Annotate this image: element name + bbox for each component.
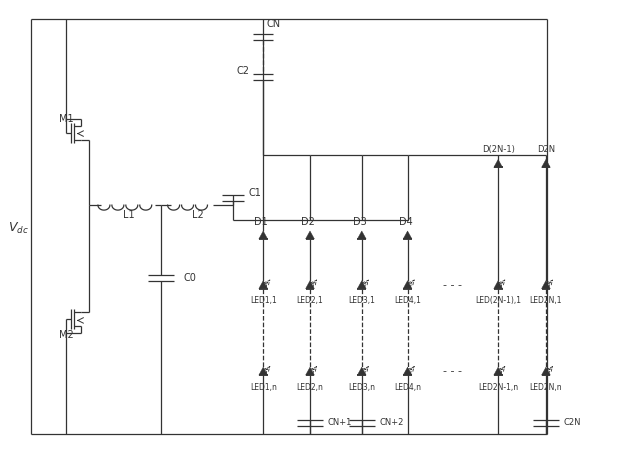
Polygon shape <box>494 281 503 288</box>
Text: D(2N-1): D(2N-1) <box>482 145 515 154</box>
Text: $V_{dc}$: $V_{dc}$ <box>8 220 29 236</box>
Text: CN: CN <box>266 19 280 29</box>
Polygon shape <box>494 367 503 375</box>
Text: L2: L2 <box>192 210 203 220</box>
Text: LED2N,1: LED2N,1 <box>529 296 562 305</box>
Text: LED2N,n: LED2N,n <box>529 383 562 391</box>
Text: D1: D1 <box>254 217 268 227</box>
Text: D2N: D2N <box>537 145 555 154</box>
Text: LED1,1: LED1,1 <box>250 296 277 305</box>
Text: LED(2N-1),1: LED(2N-1),1 <box>475 296 521 305</box>
Text: LED3,n: LED3,n <box>348 383 375 391</box>
Polygon shape <box>357 231 366 239</box>
Polygon shape <box>403 231 412 239</box>
Text: C1: C1 <box>248 188 261 198</box>
Text: LED4,1: LED4,1 <box>394 296 421 305</box>
Polygon shape <box>403 281 412 288</box>
Text: C0: C0 <box>184 273 197 283</box>
Text: - - -: - - - <box>443 366 462 376</box>
Text: LED4,n: LED4,n <box>394 383 421 391</box>
Polygon shape <box>259 367 268 375</box>
Polygon shape <box>357 281 366 288</box>
Text: C2N: C2N <box>564 418 582 427</box>
Polygon shape <box>541 159 551 167</box>
Text: D3: D3 <box>353 217 366 227</box>
Polygon shape <box>357 367 366 375</box>
Polygon shape <box>541 367 551 375</box>
Text: - - -: - - - <box>443 280 462 290</box>
Polygon shape <box>403 367 412 375</box>
Text: C2: C2 <box>236 66 249 76</box>
Polygon shape <box>306 281 314 288</box>
Polygon shape <box>541 281 551 288</box>
Polygon shape <box>306 367 314 375</box>
Text: M2: M2 <box>59 330 74 340</box>
Text: CN+1: CN+1 <box>328 418 352 427</box>
Text: LED2N-1,n: LED2N-1,n <box>478 383 518 391</box>
Polygon shape <box>259 231 268 239</box>
Text: D4: D4 <box>399 217 412 227</box>
Text: D2: D2 <box>301 217 315 227</box>
Text: LED3,1: LED3,1 <box>348 296 375 305</box>
Text: LED2,n: LED2,n <box>296 383 324 391</box>
Polygon shape <box>259 281 268 288</box>
Text: LED2,1: LED2,1 <box>296 296 324 305</box>
Text: M1: M1 <box>59 114 74 124</box>
Text: CN+2: CN+2 <box>379 418 404 427</box>
Text: LED1,n: LED1,n <box>250 383 277 391</box>
Text: L1: L1 <box>123 210 135 220</box>
Polygon shape <box>494 159 503 167</box>
Polygon shape <box>306 231 314 239</box>
